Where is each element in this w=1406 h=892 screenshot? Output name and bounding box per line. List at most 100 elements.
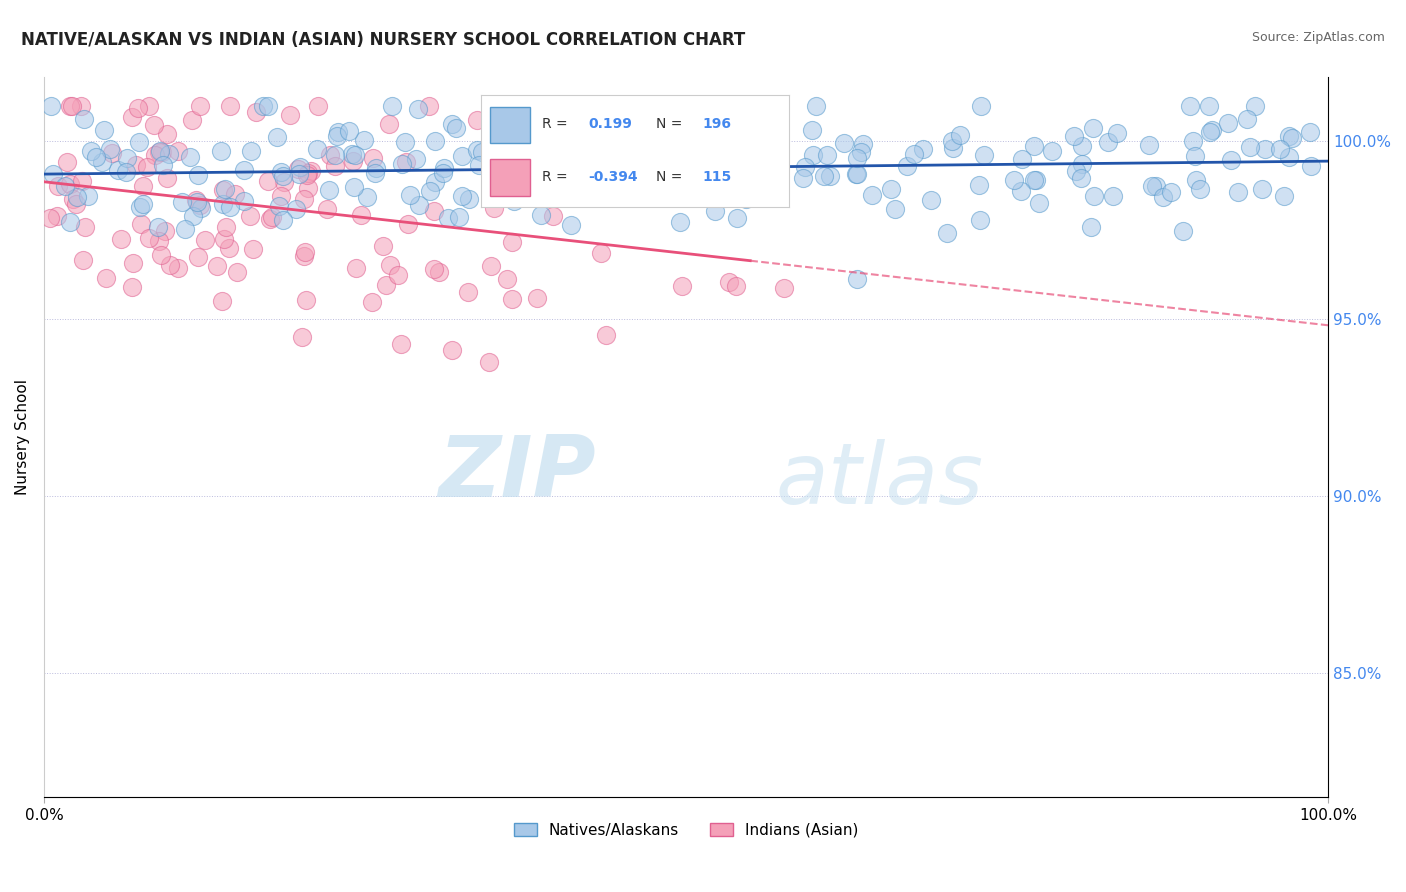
Point xyxy=(457,192,479,206)
Point xyxy=(432,165,454,179)
Point xyxy=(273,213,295,227)
Point xyxy=(666,133,689,147)
Point xyxy=(53,178,76,193)
Point xyxy=(42,167,65,181)
Point xyxy=(150,145,173,160)
Point xyxy=(1022,138,1045,153)
Point xyxy=(441,117,464,131)
Point xyxy=(730,139,752,153)
Point xyxy=(152,158,174,172)
Point xyxy=(773,280,796,294)
Point xyxy=(214,182,236,196)
Point xyxy=(903,147,925,161)
Point xyxy=(344,261,367,276)
Point xyxy=(381,99,404,113)
Point xyxy=(721,123,744,137)
Point xyxy=(84,150,107,164)
Point xyxy=(498,144,520,158)
Point xyxy=(394,135,416,149)
Point xyxy=(242,242,264,256)
Point xyxy=(96,270,118,285)
Point xyxy=(167,261,190,276)
Point xyxy=(801,148,824,162)
Point xyxy=(471,145,494,159)
Point xyxy=(1243,99,1265,113)
Point xyxy=(818,169,841,183)
Point xyxy=(1185,173,1208,187)
Point xyxy=(128,135,150,149)
Point xyxy=(970,99,993,113)
Point xyxy=(560,218,582,232)
Point xyxy=(166,144,188,158)
Point xyxy=(138,231,160,245)
Point xyxy=(156,170,179,185)
Point xyxy=(465,113,488,128)
Point xyxy=(188,99,211,113)
Point xyxy=(387,268,409,282)
Point xyxy=(287,162,309,177)
Point xyxy=(526,291,548,305)
Point xyxy=(121,110,143,124)
Point xyxy=(239,209,262,223)
Point xyxy=(423,175,446,189)
Point xyxy=(62,192,84,206)
Point xyxy=(531,147,554,161)
Point xyxy=(481,259,503,273)
Point xyxy=(59,177,82,191)
Point xyxy=(1010,184,1032,198)
Point xyxy=(93,123,115,137)
Point xyxy=(364,166,387,180)
Point xyxy=(920,193,942,207)
Point xyxy=(259,212,281,227)
Point xyxy=(815,147,838,161)
Point xyxy=(499,158,522,172)
Point xyxy=(273,174,295,188)
Point xyxy=(501,292,523,306)
Point xyxy=(419,185,441,199)
Point xyxy=(39,211,62,226)
Point xyxy=(541,209,564,223)
Point xyxy=(699,99,721,113)
Point xyxy=(184,193,207,207)
Point xyxy=(1178,99,1201,113)
Point xyxy=(212,232,235,246)
Point xyxy=(215,219,238,234)
Point xyxy=(588,136,610,150)
Point xyxy=(73,219,96,234)
Point xyxy=(269,199,291,213)
Point xyxy=(717,275,740,289)
Point xyxy=(522,99,544,113)
Point xyxy=(457,285,479,300)
Point xyxy=(188,198,211,212)
Point xyxy=(395,155,418,169)
Point xyxy=(942,141,965,155)
Point xyxy=(136,160,159,174)
Point xyxy=(143,148,166,162)
Point xyxy=(278,108,301,122)
Point xyxy=(846,272,869,286)
Point xyxy=(292,249,315,263)
Point xyxy=(418,99,440,113)
Point xyxy=(468,158,491,172)
Text: Source: ZipAtlas.com: Source: ZipAtlas.com xyxy=(1251,31,1385,45)
Point xyxy=(353,133,375,147)
Point xyxy=(478,355,501,369)
Legend: Natives/Alaskans, Indians (Asian): Natives/Alaskans, Indians (Asian) xyxy=(508,816,865,844)
Point xyxy=(529,208,551,222)
Point xyxy=(1152,189,1174,203)
Point xyxy=(444,121,467,136)
Point xyxy=(598,167,620,181)
Point xyxy=(65,197,87,211)
Point xyxy=(218,241,240,255)
Point xyxy=(270,165,292,179)
Point xyxy=(297,181,319,195)
Point xyxy=(619,166,641,180)
Point xyxy=(499,171,522,186)
Point xyxy=(343,147,366,161)
Point xyxy=(1024,172,1046,186)
Point xyxy=(72,252,94,267)
Point xyxy=(256,99,278,113)
Point xyxy=(1028,195,1050,210)
Point xyxy=(973,148,995,162)
Point xyxy=(669,215,692,229)
